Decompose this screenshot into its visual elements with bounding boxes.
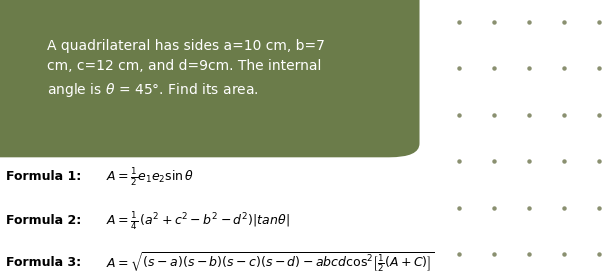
- Text: $A = \frac{1}{4}\,(a^2 + c^2 -b^2 -d^2)|tan\theta|$: $A = \frac{1}{4}\,(a^2 + c^2 -b^2 -d^2)|…: [106, 210, 290, 232]
- Text: Formula 2:: Formula 2:: [6, 214, 86, 227]
- Text: A quadrilateral has sides a=10 cm, b=7
cm, c=12 cm, and d=9cm. The internal
angl: A quadrilateral has sides a=10 cm, b=7 c…: [46, 39, 325, 99]
- Text: $A = \sqrt{(s-a)(s-b)(s-c)(s-d) - abcd\cos^2\!\left[\frac{1}{2}(A+C)\right]}$: $A = \sqrt{(s-a)(s-b)(s-c)(s-d) - abcd\c…: [106, 250, 435, 274]
- Text: $A = \frac{1}{2}e_1e_2 \sin\theta$: $A = \frac{1}{2}e_1e_2 \sin\theta$: [106, 166, 195, 188]
- FancyBboxPatch shape: [0, 0, 420, 157]
- Text: Formula 3:: Formula 3:: [6, 256, 86, 269]
- Text: Formula 1:: Formula 1:: [6, 170, 86, 183]
